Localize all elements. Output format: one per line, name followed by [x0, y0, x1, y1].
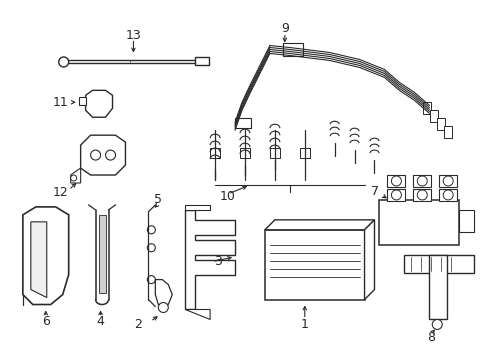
- Bar: [438, 175, 456, 187]
- Polygon shape: [31, 222, 47, 298]
- Bar: [210, 148, 220, 158]
- Bar: [412, 189, 430, 201]
- Text: 11: 11: [53, 96, 68, 109]
- Circle shape: [158, 302, 168, 312]
- Bar: [386, 189, 405, 201]
- Polygon shape: [264, 220, 374, 230]
- Text: 6: 6: [42, 315, 50, 328]
- Text: 10: 10: [220, 190, 236, 203]
- Text: 3: 3: [214, 255, 222, 268]
- Polygon shape: [458, 210, 473, 232]
- Bar: [269, 148, 279, 158]
- Bar: [264, 230, 364, 300]
- Bar: [99, 215, 105, 293]
- Text: 7: 7: [371, 185, 379, 198]
- Bar: [240, 148, 249, 158]
- Circle shape: [105, 150, 115, 160]
- Bar: [412, 175, 430, 187]
- Circle shape: [90, 150, 101, 160]
- Text: 2: 2: [134, 318, 142, 331]
- Circle shape: [431, 319, 441, 329]
- Bar: [299, 148, 309, 158]
- Circle shape: [71, 175, 77, 181]
- Text: 12: 12: [53, 186, 68, 199]
- Polygon shape: [155, 280, 172, 305]
- Bar: [423, 102, 430, 114]
- Bar: [443, 126, 451, 138]
- Bar: [428, 255, 447, 319]
- Polygon shape: [185, 210, 235, 310]
- Text: 13: 13: [125, 29, 141, 42]
- Bar: [404, 255, 473, 273]
- Circle shape: [390, 176, 401, 186]
- Text: 8: 8: [427, 331, 434, 344]
- Bar: [282, 42, 302, 57]
- Circle shape: [442, 176, 452, 186]
- Polygon shape: [23, 207, 68, 305]
- Circle shape: [147, 244, 155, 252]
- Circle shape: [416, 176, 427, 186]
- Bar: [429, 110, 437, 122]
- Polygon shape: [185, 205, 210, 210]
- Polygon shape: [85, 90, 112, 117]
- Bar: [386, 175, 405, 187]
- Bar: [195, 58, 209, 66]
- Polygon shape: [81, 135, 125, 175]
- Circle shape: [59, 57, 68, 67]
- Circle shape: [147, 276, 155, 284]
- Circle shape: [390, 190, 401, 200]
- Bar: [436, 118, 444, 130]
- Circle shape: [147, 226, 155, 234]
- Text: 1: 1: [300, 318, 308, 331]
- Polygon shape: [79, 97, 85, 105]
- Polygon shape: [364, 220, 374, 300]
- Polygon shape: [71, 168, 81, 183]
- Circle shape: [442, 190, 452, 200]
- Bar: [438, 189, 456, 201]
- Bar: [379, 200, 458, 245]
- Text: 9: 9: [280, 22, 288, 35]
- Bar: [235, 118, 250, 128]
- Polygon shape: [185, 310, 210, 319]
- Text: 5: 5: [154, 193, 162, 206]
- Text: 4: 4: [97, 315, 104, 328]
- Circle shape: [416, 190, 427, 200]
